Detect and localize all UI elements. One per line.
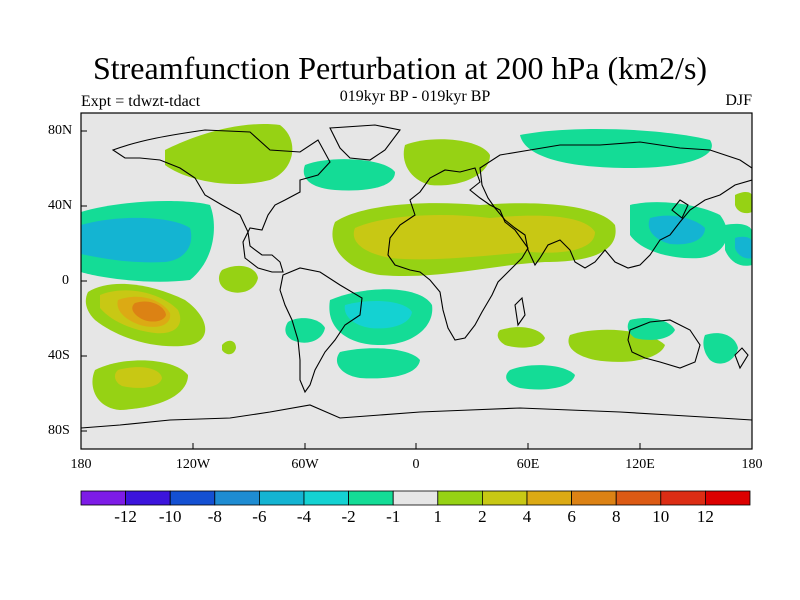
colorbar-swatch	[571, 490, 617, 506]
lon-label-60e: 60E	[516, 457, 540, 472]
colorbar-swatch	[214, 490, 260, 506]
lon-label-60w: 60W	[291, 457, 319, 472]
chart-subtitle: 019kyr BP - 019kyr BP	[339, 88, 491, 105]
colorbar-tick-label: 4	[522, 507, 532, 526]
colorbar-swatch	[481, 490, 528, 506]
axis-ticks	[80, 130, 753, 449]
lon-label-0: 0	[412, 457, 420, 472]
colorbar-swatch	[303, 490, 349, 506]
lat-label-0: 0	[62, 273, 69, 288]
colorbar-swatch	[705, 490, 751, 506]
lat-label-80s: 80S	[48, 423, 70, 438]
lon-label-180w: 180	[70, 457, 92, 472]
chart-title: Streamfunction Perturbation at 200 hPa (…	[92, 50, 708, 86]
colorbar-tick-label: -1	[386, 507, 401, 526]
colorbar-tick-label: -10	[158, 507, 182, 526]
colorbar-tick-label: -6	[252, 507, 267, 526]
colorbar-tick-label: -4	[296, 507, 312, 526]
colorbar-tick-label: -2	[341, 507, 356, 526]
colorbar-swatch	[80, 490, 126, 506]
colorbar-swatch	[258, 490, 305, 506]
colorbar-swatch	[125, 490, 171, 506]
colorbar-tick-label: -12	[114, 507, 137, 526]
colorbar-tick-label: 10	[652, 507, 670, 526]
lon-label-120e: 120E	[625, 457, 655, 472]
colorbar-swatch	[437, 490, 483, 506]
season-label: DJF	[725, 92, 752, 109]
experiment-label: Expt = tdwzt-tdact	[81, 93, 201, 110]
colorbar-tick-label: 1	[433, 507, 443, 526]
coastlines	[81, 124, 752, 429]
lon-label-180e: 180	[741, 457, 763, 472]
lat-label-80n: 80N	[48, 123, 73, 138]
contour-fills	[81, 124, 752, 410]
colorbar-swatch	[526, 490, 572, 506]
colorbar-swatch	[660, 490, 706, 506]
colorbar-tick-label: 6	[567, 507, 576, 526]
colorbar-tick-label: 12	[696, 507, 714, 526]
colorbar-tick-label: -8	[207, 507, 222, 526]
colorbar-swatch	[169, 490, 216, 506]
lon-label-120w: 120W	[175, 457, 211, 472]
colorbar-swatch	[348, 490, 394, 506]
colorbar-swatch	[392, 490, 439, 506]
colorbar-tick-label: 8	[611, 507, 621, 526]
colorbar-swatch	[615, 490, 662, 506]
africa-asia-high-inner	[353, 215, 595, 260]
colorbar-tick-label: 2	[478, 507, 487, 526]
north-pacific-low-inner	[81, 217, 192, 263]
lat-label-40s: 40S	[48, 348, 70, 363]
lat-label-40n: 40N	[48, 198, 73, 213]
